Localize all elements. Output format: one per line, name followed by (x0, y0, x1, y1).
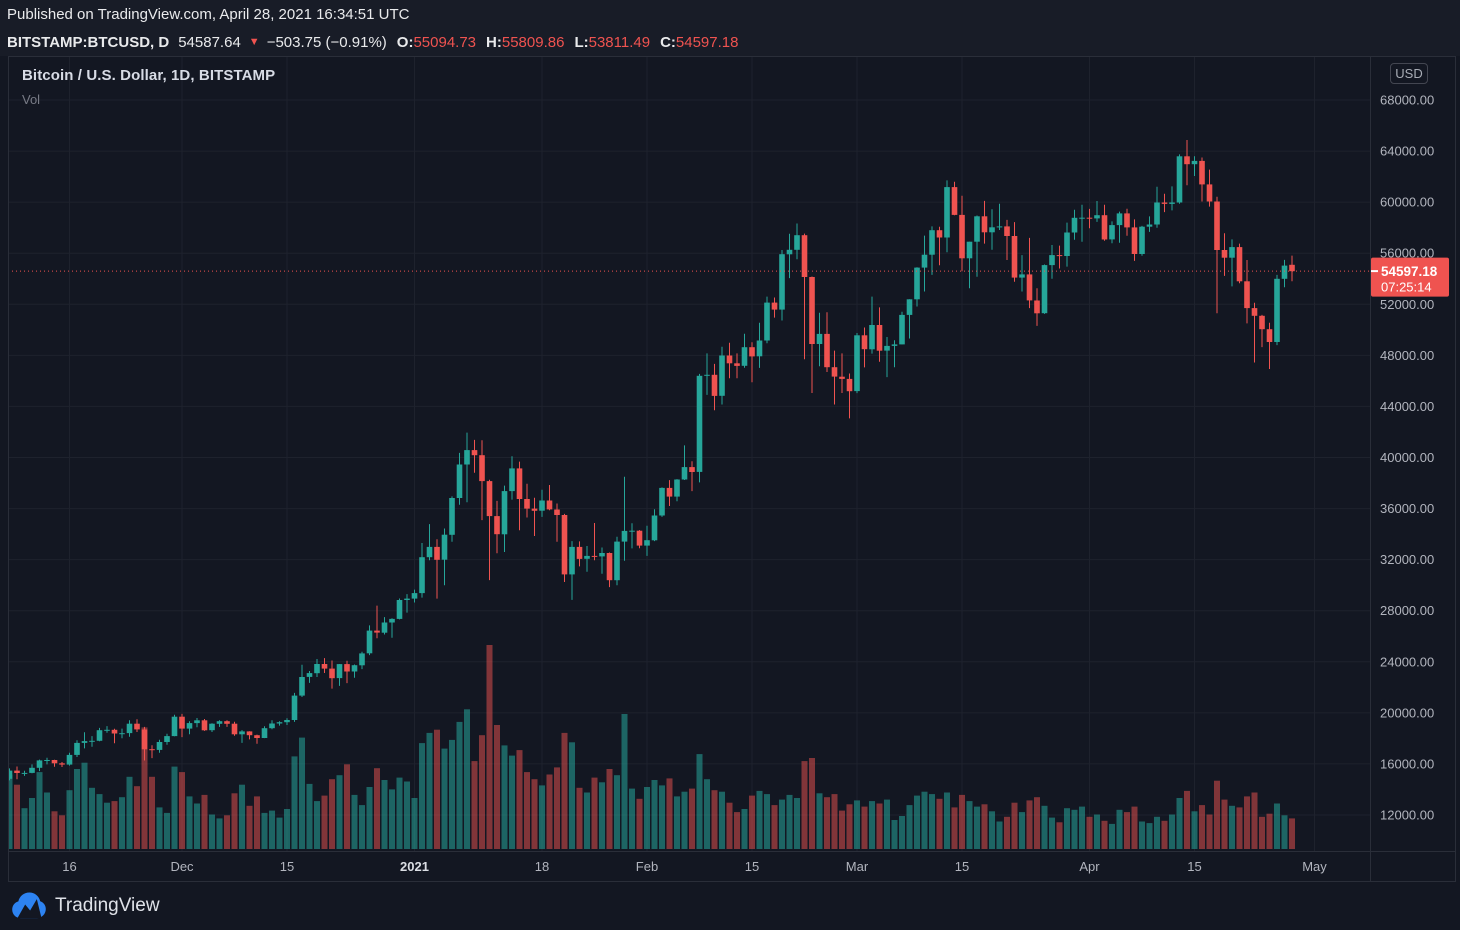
chart-area[interactable]: 68000.00 64000.00 60000.00 56000.00 52000.00… (8, 56, 1456, 882)
svg-text:54597.18: 54597.18 (1381, 264, 1438, 279)
pane-borders (8, 56, 1456, 882)
ohlc-high: H:55809.86 (486, 34, 564, 51)
svg-text:07:25:14: 07:25:14 (1381, 280, 1432, 295)
price-tick-label: 52000.00 (1380, 297, 1434, 312)
time-tick-label: Mar (846, 859, 869, 874)
time-tick-label: 2021 (400, 859, 429, 874)
time-tick-label: 18 (535, 859, 549, 874)
price-axis-labels[interactable]: 68000.00 64000.00 60000.00 56000.00 52000.00… (1380, 93, 1434, 823)
close-label: C: (660, 33, 676, 51)
price-change: −503.75 (−0.91%) (266, 33, 387, 51)
grid-lines (8, 57, 1370, 851)
tradingview-logo-icon[interactable] (12, 892, 46, 920)
volume-bars (8, 645, 1295, 849)
price-tick-label: 16000.00 (1380, 756, 1434, 771)
time-tick-label: Dec (170, 859, 194, 874)
price-tick-label: 28000.00 (1380, 603, 1434, 618)
time-tick-label: Apr (1079, 859, 1100, 874)
symbol-name: BITSTAMP:BTCUSD, D (7, 33, 170, 51)
time-tick-label: 15 (280, 859, 294, 874)
price-tick-label: 64000.00 (1380, 144, 1434, 159)
time-tick-label: Feb (636, 859, 658, 874)
price-tick-label: 56000.00 (1380, 246, 1434, 261)
ohlc-close: C:54597.18 (660, 34, 738, 51)
open-value: 55094.73 (413, 33, 477, 51)
price-tick-label: 60000.00 (1380, 195, 1434, 210)
candles (8, 140, 1295, 781)
time-tick-label: May (1302, 859, 1327, 874)
time-axis-labels[interactable]: 16 Dec 15 2021 18 Feb 15 Mar 15 Apr 15 May (62, 859, 1327, 874)
ohlc-low: L:53811.49 (574, 34, 650, 51)
currency-unit-toggle[interactable]: USD (1390, 63, 1428, 84)
price-down-arrow-icon: ▼ (248, 36, 260, 48)
symbol-info-bar: BITSTAMP:BTCUSD, D 54587.64 ▼ −503.75 (−… (0, 28, 1460, 56)
published-caption-bar: Published on TradingView.com, April 28, … (0, 0, 1460, 28)
high-label: H: (486, 33, 502, 51)
price-tick-label: 36000.00 (1380, 501, 1434, 516)
last-price: 54587.64 (178, 33, 241, 51)
time-tick-label: 15 (955, 859, 969, 874)
low-value: 53811.49 (588, 33, 651, 51)
candlestick-chart-canvas[interactable]: 68000.00 64000.00 60000.00 56000.00 52000.00… (8, 56, 1456, 882)
price-tick-label: 20000.00 (1380, 705, 1434, 720)
time-tick-label: 15 (745, 859, 759, 874)
price-tick-label: 24000.00 (1380, 654, 1434, 669)
price-tick-label: 48000.00 (1380, 348, 1434, 363)
low-label: L: (574, 33, 589, 51)
price-tick-label: 40000.00 (1380, 450, 1434, 465)
price-tick-label: 68000.00 (1380, 93, 1434, 108)
tradingview-branding[interactable]: TradingView (12, 888, 160, 924)
tradingview-brand-text[interactable]: TradingView (55, 895, 160, 916)
open-label: O: (396, 33, 414, 51)
close-value: 54597.18 (675, 33, 739, 51)
time-tick-label: 15 (1187, 859, 1201, 874)
price-tick-label: 12000.00 (1380, 808, 1434, 823)
price-tick-label: 44000.00 (1380, 399, 1434, 414)
price-tick-label: 32000.00 (1380, 552, 1434, 567)
ohlc-open: O:55094.73 (397, 34, 476, 51)
high-value: 55809.86 (501, 33, 565, 51)
time-tick-label: 16 (62, 859, 76, 874)
published-caption: Published on TradingView.com, April 28, … (7, 6, 410, 23)
